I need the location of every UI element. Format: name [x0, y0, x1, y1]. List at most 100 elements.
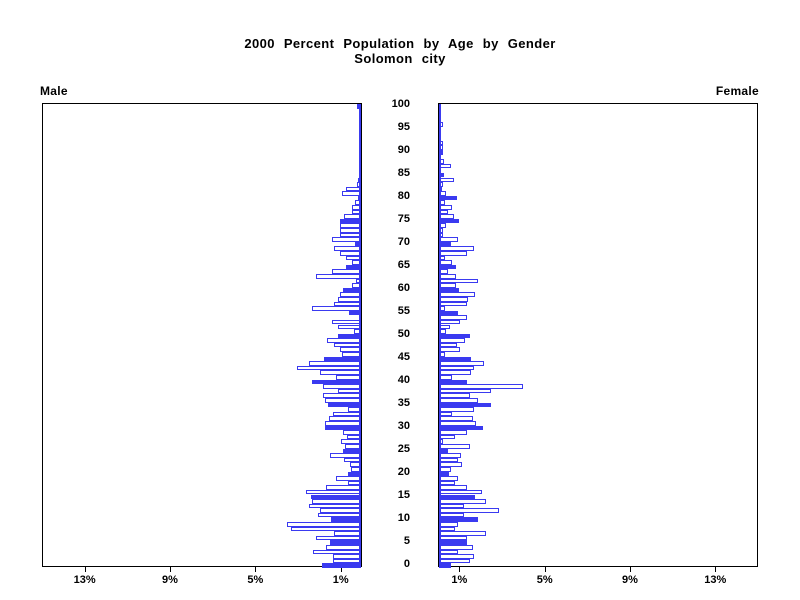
bar-male-age-75: [339, 218, 361, 224]
bar-male-age-19: [336, 476, 361, 481]
bar-female-age-23: [439, 457, 459, 463]
bar-female-age-69: [439, 246, 475, 251]
bar-male-age-32: [329, 416, 361, 421]
bar-male-age-9: [287, 522, 361, 527]
chart-title-line2: Solomon city: [354, 51, 446, 66]
age-tick-90: 90: [397, 144, 410, 157]
bar-female-age-35: [439, 402, 492, 408]
bar-male-age-64: [332, 269, 361, 274]
bar-female-age-18: [439, 480, 455, 486]
bar-male-age-10: [331, 517, 361, 523]
male-tick-label-9pct: 9%: [162, 574, 178, 586]
female-tick-13pct: [715, 567, 717, 572]
bar-female-age-7: [439, 531, 486, 536]
bar-female-age-61: [439, 283, 457, 288]
bar-male-age-44: [308, 361, 361, 366]
bar-male-age-68: [339, 251, 361, 256]
bar-female-age-30: [439, 425, 483, 431]
bar-female-age-37: [439, 393, 470, 398]
age-tick-50: 50: [397, 328, 410, 340]
male-zero-axis-line: [359, 104, 361, 566]
age-tick-30: 30: [397, 419, 410, 432]
female-tick-label-13pct: 13%: [704, 574, 727, 586]
male-tick-label-13pct: 13%: [73, 574, 96, 586]
female-tick-label-9pct: 9%: [622, 574, 638, 586]
bar-male-age-16: [305, 489, 361, 495]
bar-male-age-40: [311, 379, 361, 385]
bar-female-age-28: [439, 434, 455, 440]
bar-male-age-50: [337, 333, 361, 339]
male-tick-1pct: [340, 567, 342, 572]
bar-female-age-49: [439, 338, 465, 343]
female-tick-9pct: [630, 567, 631, 572]
bar-female-age-4: [439, 545, 474, 550]
chart-title-line1: 2000 Percent Population by Age by Gender: [244, 36, 556, 51]
bar-female-age-44: [439, 361, 484, 366]
bar-male-age-39: [322, 384, 361, 389]
bar-male-age-73: [339, 228, 361, 233]
bar-female-age-84: [439, 177, 454, 183]
bar-male-age-5: [330, 540, 361, 546]
female-pyramid-panel: [438, 103, 758, 568]
bar-female-age-80: [439, 195, 458, 201]
bar-male-age-71: [332, 237, 361, 242]
age-tick-45: 45: [397, 351, 410, 363]
bar-female-age-76: [439, 214, 454, 219]
bar-male-age-63: [316, 273, 361, 279]
bar-female-age-24: [439, 453, 462, 458]
bar-female-age-71: [439, 237, 459, 242]
bar-female-age-32: [439, 416, 474, 421]
age-tick-85: 85: [397, 167, 410, 180]
bar-male-age-7: [334, 531, 361, 536]
bar-male-age-38: [337, 388, 361, 394]
bar-male-age-30: [324, 425, 361, 431]
age-tick-55: 55: [397, 305, 410, 317]
bar-female-age-16: [439, 489, 482, 495]
bar-female-age-14: [439, 499, 486, 504]
bar-male-age-69: [334, 246, 361, 251]
male-panel-label: Male: [40, 84, 68, 98]
female-tick-1pct: [459, 567, 461, 572]
male-tick-9pct: [170, 567, 171, 572]
bar-male-age-52: [337, 324, 361, 330]
age-tick-25: 25: [397, 442, 410, 455]
age-tick-0: 0: [403, 557, 410, 570]
bar-male-age-17: [325, 485, 361, 490]
age-tick-35: 35: [397, 396, 410, 409]
male-tick-label-5pct: 5%: [247, 574, 264, 586]
male-pyramid-panel: [42, 103, 362, 568]
bar-female-age-38: [439, 388, 492, 394]
age-tick-100: 100: [391, 98, 410, 111]
age-tick-75: 75: [397, 213, 410, 226]
bar-male-age-12: [320, 508, 361, 513]
bar-female-age-63: [439, 273, 457, 279]
bar-male-age-8: [290, 526, 361, 532]
female-tick-label-1pct: 1%: [451, 574, 468, 586]
bar-female-age-8: [439, 526, 455, 532]
bar-male-age-36: [324, 398, 361, 403]
bar-female-age-10: [439, 517, 479, 523]
female-tick-5pct: [544, 567, 546, 572]
bar-female-age-75: [439, 218, 460, 224]
bar-male-age-47: [339, 347, 361, 353]
age-tick-5: 5: [403, 534, 410, 547]
bar-male-age-15: [310, 494, 361, 500]
female-tick-label-5pct: 5%: [536, 574, 553, 586]
bar-female-age-34: [439, 407, 475, 412]
bar-female-age-48: [439, 342, 458, 348]
bar-male-age-11: [318, 512, 361, 518]
bar-female-age-60: [439, 287, 460, 293]
bar-female-age-42: [439, 370, 471, 376]
age-tick-65: 65: [397, 259, 410, 272]
bar-female-age-13: [439, 503, 464, 509]
bar-male-age-6: [316, 535, 361, 541]
bar-male-age-0: [321, 563, 361, 568]
bar-male-age-37: [322, 393, 361, 398]
bar-male-age-49: [326, 338, 361, 343]
bar-male-age-48: [334, 342, 361, 348]
bar-male-age-58: [337, 296, 361, 302]
age-tick-40: 40: [397, 373, 410, 386]
male-tick-5pct: [255, 567, 257, 572]
bar-male-age-27: [340, 439, 361, 444]
bar-female-age-45: [439, 356, 471, 362]
